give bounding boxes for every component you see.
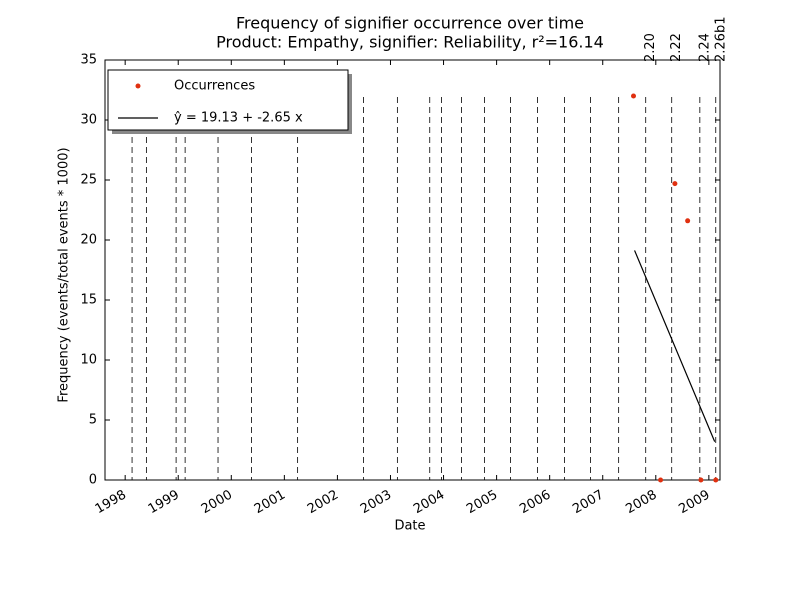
point: [698, 477, 704, 483]
point: [672, 181, 678, 187]
release-label: 2.20: [643, 33, 658, 62]
y-tick-label: 20: [80, 233, 97, 248]
point: [658, 477, 664, 483]
legend-marker: [135, 83, 141, 89]
legend-label: Occurrences: [174, 79, 255, 94]
fit-line: [634, 250, 716, 442]
y-tick-label: 25: [80, 173, 97, 188]
point: [713, 477, 719, 483]
y-tick-label: 35: [80, 53, 97, 68]
point: [685, 218, 691, 224]
plot-frame: [104, 59, 721, 481]
y-tick-label: 5: [89, 413, 97, 428]
y-tick-label: 0: [89, 473, 97, 488]
legend: [107, 69, 349, 131]
chart-subtitle: Product: Empathy, signifier: Reliability…: [216, 33, 604, 52]
y-tick-label: 10: [80, 353, 97, 368]
release-label: 2.26b1: [713, 17, 728, 62]
y-axis-label: Frequency (events/total events * 1000): [57, 147, 72, 402]
point: [631, 93, 637, 99]
y-tick-label: 30: [80, 113, 97, 128]
legend-label: ŷ = 19.13 + -2.65 x: [174, 111, 303, 126]
x-axis-label: Date: [394, 519, 425, 534]
release-label: 2.24: [697, 33, 712, 62]
chart-title: Frequency of signifier occurrence over t…: [236, 14, 584, 33]
y-tick-label: 15: [80, 293, 97, 308]
release-label: 2.22: [669, 33, 684, 62]
